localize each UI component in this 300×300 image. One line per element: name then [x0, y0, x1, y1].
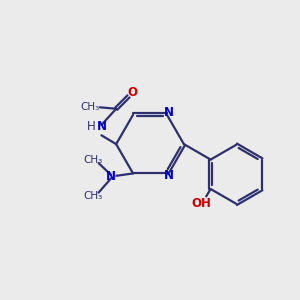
Text: N: N — [164, 106, 174, 119]
Text: CH₃: CH₃ — [83, 154, 102, 165]
Text: OH: OH — [192, 197, 212, 210]
Text: N: N — [96, 120, 106, 133]
Text: O: O — [128, 86, 138, 99]
Text: H: H — [87, 120, 96, 133]
Text: N: N — [164, 169, 174, 182]
Text: N: N — [106, 170, 116, 183]
Text: CH₃: CH₃ — [80, 102, 99, 112]
Text: CH₃: CH₃ — [83, 191, 102, 201]
